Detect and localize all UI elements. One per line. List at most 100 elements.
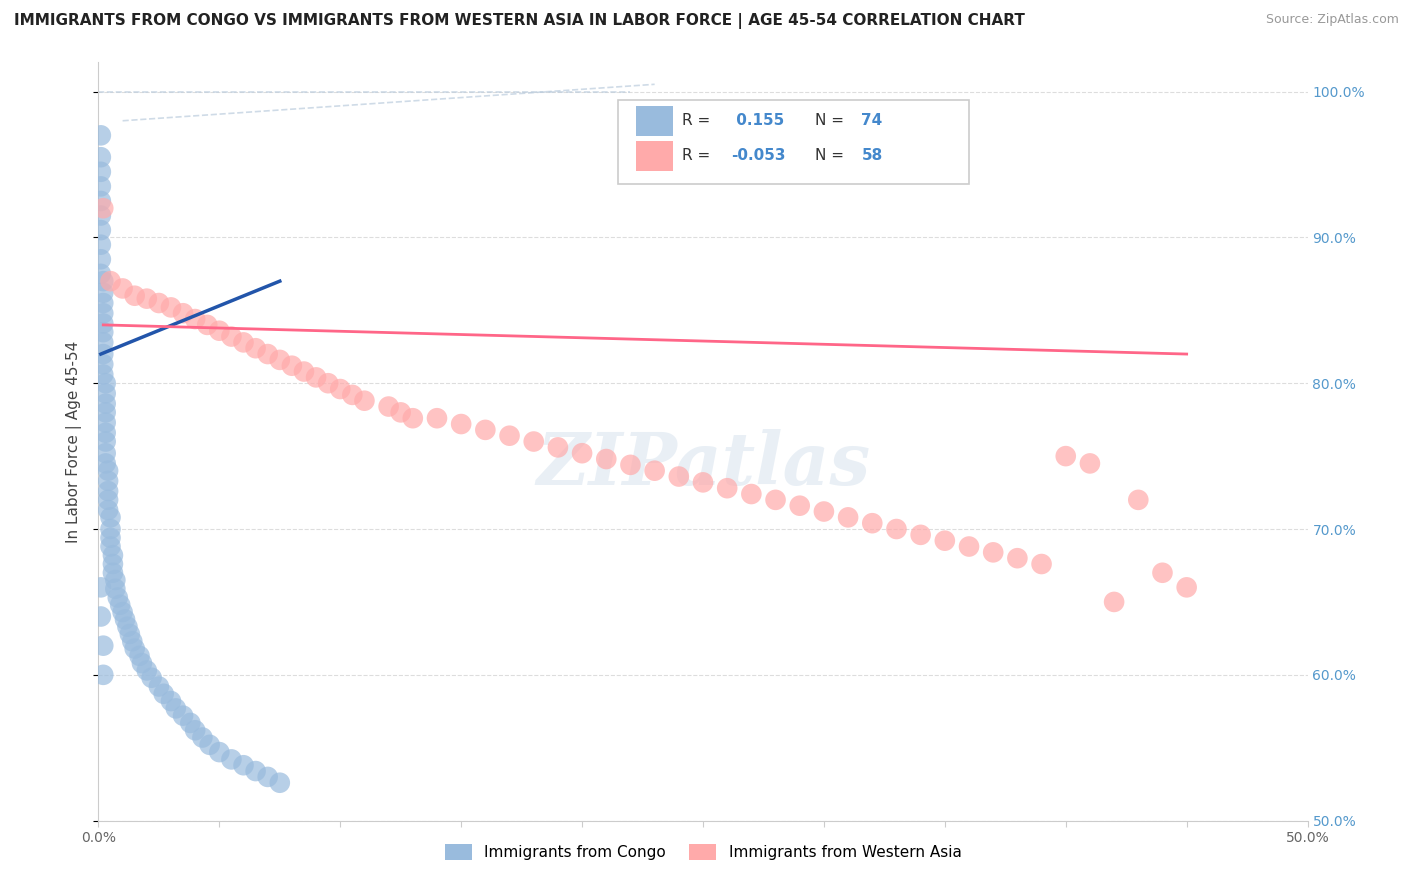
Point [619,458,641,472]
Point [91,296,114,310]
Point [94,446,117,460]
Point [1031,557,1053,571]
Point [813,504,835,518]
Point [118,627,141,641]
Point [152,687,174,701]
Point [97,474,120,488]
Point [165,701,187,715]
Point [90,252,112,267]
FancyBboxPatch shape [637,141,672,171]
Text: N =: N = [815,148,849,163]
Point [342,388,364,402]
Point [100,540,122,554]
Point [94,416,117,430]
Point [108,598,131,612]
Point [860,516,883,531]
Text: 0.155: 0.155 [731,113,785,128]
Point [221,752,243,766]
Point [100,510,122,524]
Point [377,400,399,414]
Point [1152,566,1174,580]
Point [91,306,114,320]
Point [148,296,170,310]
Point [90,609,112,624]
Point [160,694,183,708]
Point [91,639,114,653]
Point [91,347,114,361]
Point [523,434,546,449]
Point [316,376,339,391]
Point [90,150,112,164]
Text: 58: 58 [862,148,883,163]
Point [195,318,218,332]
Point [91,201,114,215]
Point [90,209,112,223]
Point [97,484,120,499]
Point [128,648,150,663]
Point [97,492,120,507]
Point [94,376,117,391]
Point [90,165,112,179]
Point [450,417,472,431]
Point [179,715,201,730]
Point [124,289,146,303]
Point [91,357,114,371]
Point [91,325,114,339]
Point [221,329,243,343]
Point [90,179,112,194]
Point [100,522,122,536]
Point [426,411,449,425]
Point [256,347,278,361]
Point [198,738,221,752]
Point [981,545,1004,559]
Point [402,411,425,425]
Point [124,641,146,656]
Point [232,335,254,350]
Text: R =: R = [682,113,716,128]
Point [107,591,129,605]
Point [740,487,762,501]
Point [91,274,114,288]
Point [94,425,117,440]
Point [1007,551,1029,566]
Text: IMMIGRANTS FROM CONGO VS IMMIGRANTS FROM WESTERN ASIA IN LABOR FORCE | AGE 45-54: IMMIGRANTS FROM CONGO VS IMMIGRANTS FROM… [14,13,1025,29]
Point [131,656,153,670]
Point [160,301,183,315]
Point [121,634,143,648]
Point [148,680,170,694]
Point [90,237,112,252]
Point [97,464,120,478]
Point [789,499,811,513]
FancyBboxPatch shape [637,105,672,136]
Point [765,492,787,507]
Point [837,510,859,524]
Point [245,764,267,778]
Point [498,428,520,442]
Legend: Immigrants from Congo, Immigrants from Western Asia: Immigrants from Congo, Immigrants from W… [439,838,967,866]
Point [281,359,304,373]
Point [716,481,738,495]
Text: R =: R = [682,148,710,163]
Text: N =: N = [815,113,849,128]
Point [1078,457,1101,471]
Point [90,223,112,237]
Point [135,664,157,678]
Point [886,522,908,536]
Text: Source: ZipAtlas.com: Source: ZipAtlas.com [1265,13,1399,27]
Point [245,341,267,355]
Point [269,352,291,367]
Point [208,324,231,338]
Point [474,423,496,437]
Point [172,306,194,320]
Point [100,274,122,288]
Point [571,446,593,460]
Point [104,582,127,596]
Point [91,368,114,382]
Point [90,128,112,143]
Point [94,386,117,401]
Point [191,731,214,745]
Point [232,758,254,772]
Point [389,405,412,419]
Point [353,393,375,408]
Point [934,533,956,548]
